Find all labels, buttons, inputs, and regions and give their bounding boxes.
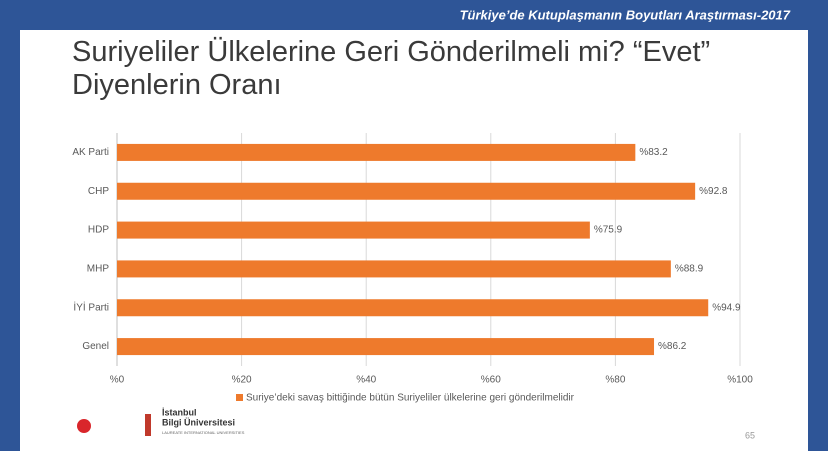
bar: [117, 182, 696, 200]
data-label: %86.2: [658, 341, 687, 352]
x-tick-label: %100: [727, 375, 753, 386]
y-tick-label: HDP: [88, 225, 109, 236]
slide-body: [20, 30, 808, 451]
y-tick-label: CHP: [88, 186, 109, 197]
legend-label: Suriye’deki savaş bittiğinde bütün Suriy…: [246, 393, 575, 404]
y-tick-label: AK Parti: [72, 147, 109, 158]
chart-title: Suriyeliler Ülkelerine Geri Gönderilmeli…: [72, 36, 711, 101]
y-tick-label: İYİ Parti: [73, 300, 109, 313]
header-title: Türkiye’de Kutuplaşmanın Boyutları Araşt…: [460, 7, 791, 22]
data-label: %88.9: [675, 264, 704, 275]
footer-text: LAUREATE INTERNATIONAL UNIVERSITIES: [162, 430, 245, 435]
x-tick-label: %40: [356, 375, 376, 386]
x-tick-label: %60: [481, 375, 501, 386]
x-tick-label: %0: [110, 375, 125, 386]
bar: [117, 338, 655, 356]
data-label: %94.9: [712, 302, 741, 313]
data-label: %83.2: [639, 147, 668, 158]
footer-text: İstanbul: [162, 407, 197, 417]
legend-swatch: [236, 394, 243, 401]
bar: [117, 299, 709, 317]
y-tick-label: MHP: [87, 264, 110, 275]
bar: [117, 221, 590, 239]
data-label: %92.8: [699, 186, 728, 197]
slide-number: 65: [745, 430, 755, 440]
x-tick-label: %80: [605, 375, 625, 386]
x-tick-label: %20: [232, 375, 252, 386]
logo-mark: [77, 419, 91, 433]
bar: [117, 143, 636, 161]
y-tick-label: Genel: [82, 341, 109, 352]
bar: [117, 260, 671, 278]
footer-text: Bilgi Üniversitesi: [162, 417, 235, 427]
logo-mark: [145, 414, 151, 436]
data-label: %75.9: [594, 225, 623, 236]
